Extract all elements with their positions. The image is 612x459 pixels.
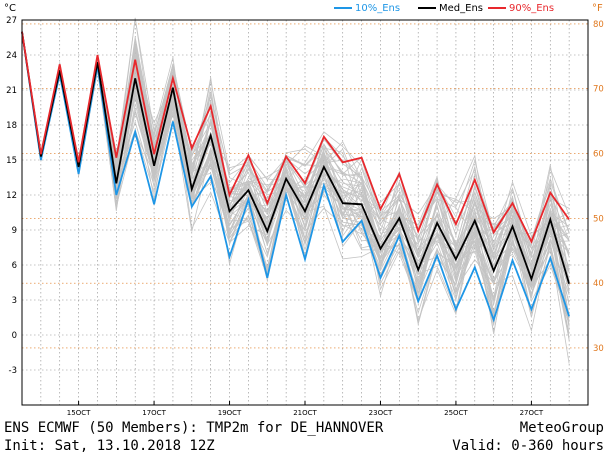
y-tick-label: 18 xyxy=(6,121,17,131)
footer-init: Init: Sat, 13.10.2018 12Z xyxy=(4,438,215,454)
legend-p10-label: 10%_Ens xyxy=(355,3,401,14)
legend-p10-swatch xyxy=(334,7,352,9)
y-tick-label: 21 xyxy=(6,86,17,96)
y2-tick-label: 60 xyxy=(593,150,604,160)
legend-p90-swatch xyxy=(488,7,506,9)
legend-median: Med_Ens xyxy=(418,3,483,14)
legend-p90: 90%_Ens xyxy=(488,3,554,14)
y-axis-celsius: -3 0 3 6 9 12 15 18 21 24 27 xyxy=(6,16,17,376)
x-tick-label: 25OCT xyxy=(444,409,468,417)
ensemble-member-line xyxy=(21,31,570,323)
x-tick-label: 23OCT xyxy=(369,409,393,417)
y-tick-label: 27 xyxy=(6,16,17,26)
y-tick-label: 24 xyxy=(6,51,17,61)
footer-title: ENS ECMWF (50 Members): TMP2m for DE_HAN… xyxy=(4,420,384,436)
y-tick-label: 12 xyxy=(6,191,17,201)
y-tick-label: -3 xyxy=(9,366,17,376)
footer-brand: MeteoGroup xyxy=(519,420,604,436)
x-axis-dates: 15OCT 17OCT 19OCT 21OCT 23OCT 25OCT 27OCT xyxy=(67,401,544,417)
y-axis-fahrenheit: 30 40 50 60 70 80 xyxy=(593,20,604,354)
y-tick-label: 15 xyxy=(6,156,17,166)
y2-tick-label: 40 xyxy=(593,279,604,289)
series-line-p90 xyxy=(21,31,570,244)
footer-valid: Valid: 0-360 hours xyxy=(452,438,604,454)
y-tick-label: 3 xyxy=(12,296,17,306)
y-tick-label: 9 xyxy=(12,226,17,236)
y2-tick-label: 70 xyxy=(593,85,604,95)
legend-median-label: Med_Ens xyxy=(439,3,483,14)
x-tick-label: 21OCT xyxy=(293,409,317,417)
y2-tick-label: 50 xyxy=(593,214,604,224)
y-tick-label: 6 xyxy=(12,261,17,271)
y2-tick-label: 80 xyxy=(593,20,604,30)
x-tick-label: 19OCT xyxy=(218,409,242,417)
y-tick-label: 0 xyxy=(12,331,17,341)
legend-median-swatch xyxy=(418,7,436,9)
legend-p90-label: 90%_Ens xyxy=(509,3,555,14)
unit-fahrenheit-label: °F xyxy=(592,3,603,14)
x-tick-label: 27OCT xyxy=(520,409,544,417)
y2-tick-label: 30 xyxy=(593,344,604,354)
legend-p10: 10%_Ens xyxy=(334,3,400,14)
unit-celsius-label: °C xyxy=(4,3,16,14)
series-line-p10 xyxy=(21,31,570,323)
plot-border xyxy=(21,19,589,406)
vertical-grid xyxy=(40,20,570,405)
x-tick-label: 15OCT xyxy=(67,409,91,417)
ensemble-series xyxy=(21,31,570,323)
x-tick-label: 17OCT xyxy=(142,409,166,417)
series-line-median xyxy=(21,31,570,284)
